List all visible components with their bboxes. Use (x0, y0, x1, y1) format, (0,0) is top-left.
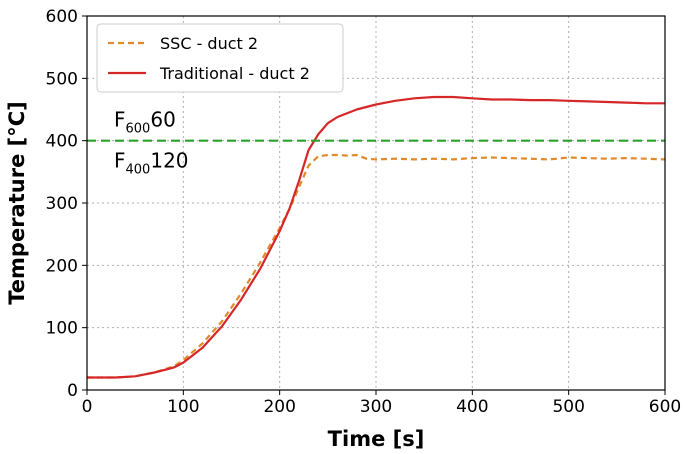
annotation-f400-120: F400120 (114, 149, 189, 178)
x-tick-label: 0 (82, 397, 93, 417)
legend-label-ssc: SSC - duct 2 (160, 34, 258, 53)
x-tick-label: 400 (456, 397, 488, 417)
legend: SSC - duct 2 Traditional - duct 2 (96, 23, 344, 93)
y-tick-label: 600 (46, 7, 78, 27)
series-layer (87, 95, 666, 379)
y-tick-label: 200 (46, 256, 78, 276)
annotation-f400-sub: 400 (126, 163, 151, 178)
annotation-f400-main: F (114, 149, 126, 173)
legend-box (96, 23, 344, 93)
x-tick-label: 100 (167, 397, 199, 417)
annotation-f600-tail: 60 (150, 108, 175, 132)
ticks: 0 100 200 300 400 500 600 0 100 200 300 400 500 600 (46, 7, 682, 417)
series-ssc-duct-2 (87, 153, 666, 379)
y-tick-label: 300 (46, 194, 78, 214)
x-tick-label: 300 (360, 397, 392, 417)
y-tick-label: 400 (46, 132, 78, 152)
annotation-f600-60: F60060 (114, 108, 176, 137)
x-tick-label: 200 (263, 397, 295, 417)
y-tick-label: 500 (46, 69, 78, 89)
x-axis-label: Time [s] (328, 427, 425, 451)
annotation-f600-main: F (114, 108, 126, 132)
legend-label-traditional: Traditional - duct 2 (159, 64, 310, 83)
annotation-f400-tail: 120 (150, 149, 188, 173)
x-tick-label: 500 (552, 397, 584, 417)
y-tick-label: 0 (67, 381, 78, 401)
x-tick-label: 600 (649, 397, 681, 417)
series-traditional-duct-2 (87, 95, 665, 379)
y-tick-label: 100 (46, 319, 78, 339)
annotation-f600-sub: 600 (126, 122, 151, 137)
y-axis-label: Temperature [°C] (5, 101, 29, 304)
